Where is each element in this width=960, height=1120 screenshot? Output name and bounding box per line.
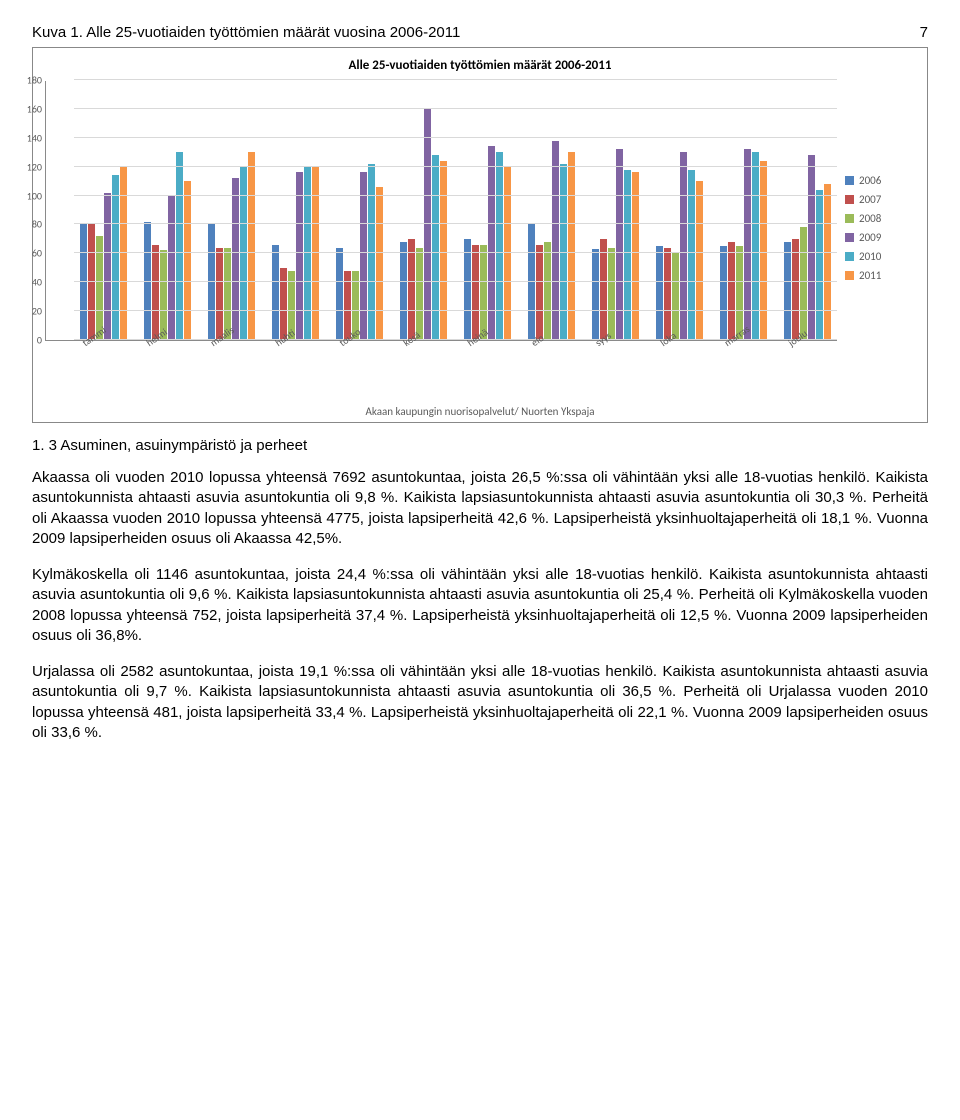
page-number: 7 (920, 24, 928, 41)
bar (464, 239, 471, 340)
legend-label: 2011 (859, 269, 881, 282)
y-tick: 180 (18, 74, 42, 87)
bar (408, 239, 415, 340)
legend-swatch (845, 271, 854, 280)
chart-plot: 020406080100120140160180 (45, 81, 837, 341)
y-tick: 100 (18, 189, 42, 202)
bar (536, 245, 543, 340)
y-tick: 80 (18, 218, 42, 231)
legend-swatch (845, 233, 854, 242)
bar (792, 239, 799, 340)
chart-legend: 2006 2007 2008 2009 2010 2011 (845, 81, 915, 375)
bar-group (138, 152, 196, 340)
figure-label: Kuva 1. Alle 25-vuotiaiden työttömien mä… (32, 24, 460, 41)
y-tick: 20 (18, 305, 42, 318)
y-tick: 0 (18, 334, 42, 347)
paragraph-1: Akaassa oli vuoden 2010 lopussa yhteensä… (32, 468, 928, 549)
bar (656, 246, 663, 340)
legend-label: 2010 (859, 250, 881, 263)
bar (808, 155, 815, 340)
bar (400, 242, 407, 340)
legend-label: 2009 (859, 231, 881, 244)
bar (152, 245, 159, 340)
legend-label: 2006 (859, 174, 881, 187)
bar (336, 248, 343, 340)
legend-item: 2006 (845, 174, 915, 187)
bar (784, 242, 791, 340)
section-heading: 1. 3 Asuminen, asuinympäristö ja perheet (32, 437, 928, 454)
bar (360, 172, 367, 340)
bar (296, 172, 303, 340)
paragraph-2: Kylmäkoskella oli 1146 asuntokuntaa, joi… (32, 565, 928, 646)
legend-item: 2009 (845, 231, 915, 244)
legend-swatch (845, 252, 854, 261)
y-tick: 160 (18, 102, 42, 115)
bar (272, 245, 279, 340)
bar-group (587, 149, 645, 340)
legend-item: 2007 (845, 193, 915, 206)
bar (720, 246, 727, 340)
bar (728, 242, 735, 340)
bar-group (202, 152, 260, 340)
bar (216, 248, 223, 340)
y-tick: 60 (18, 247, 42, 260)
legend-swatch (845, 195, 854, 204)
y-tick: 140 (18, 131, 42, 144)
bar (680, 152, 687, 340)
legend-swatch (845, 176, 854, 185)
bar (592, 249, 599, 340)
chart-title: Alle 25-vuotiaiden työttömien määrät 200… (45, 58, 915, 73)
chart-container: Alle 25-vuotiaiden työttömien määrät 200… (32, 47, 928, 423)
paragraph-3: Urjalassa oli 2582 asuntokuntaa, joista … (32, 662, 928, 743)
y-tick: 120 (18, 160, 42, 173)
legend-item: 2011 (845, 269, 915, 282)
y-tick: 40 (18, 276, 42, 289)
bar (744, 149, 751, 340)
legend-label: 2008 (859, 212, 881, 225)
legend-swatch (845, 214, 854, 223)
chart-x-labels: tammihelmimaalishuhtitoukokesäheinäelosy… (45, 343, 837, 375)
bar (600, 239, 607, 340)
bar (664, 248, 671, 340)
legend-label: 2007 (859, 193, 881, 206)
legend-item: 2010 (845, 250, 915, 263)
legend-item: 2008 (845, 212, 915, 225)
bar (472, 245, 479, 340)
bar (616, 149, 623, 340)
chart-caption: Akaan kaupungin nuorisopalvelut/ Nuorten… (45, 405, 915, 418)
